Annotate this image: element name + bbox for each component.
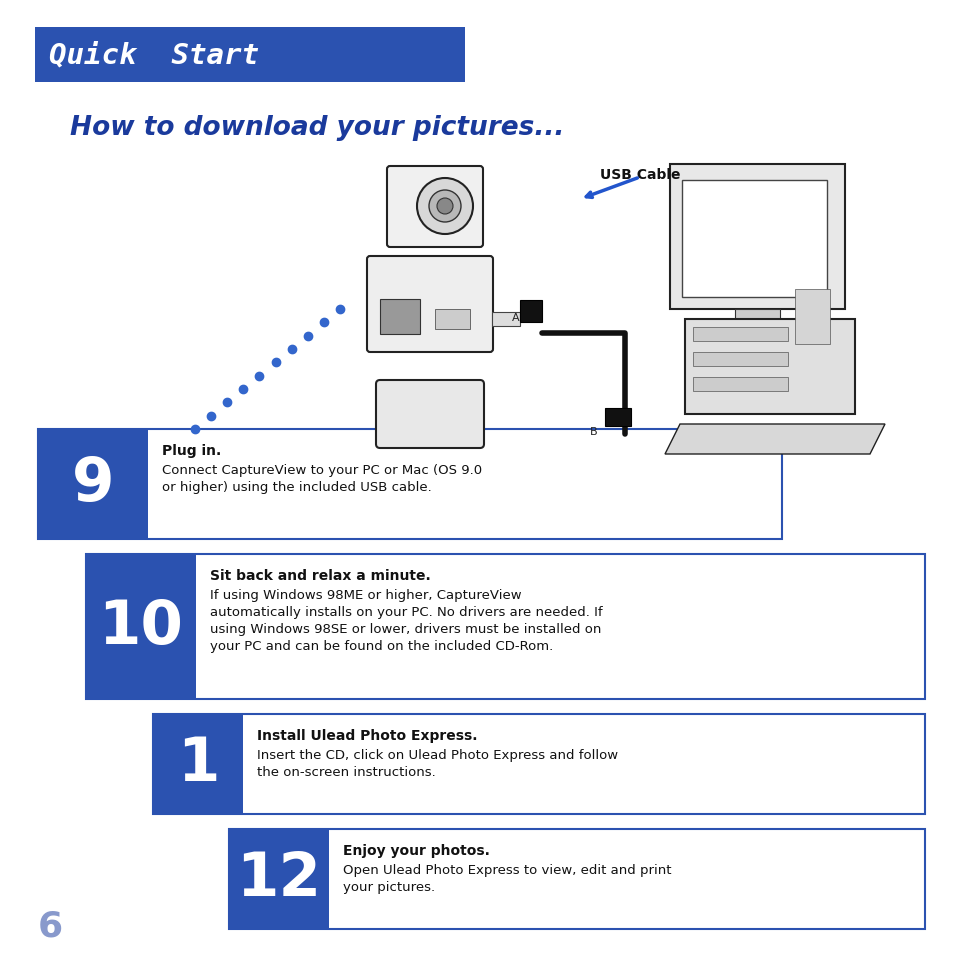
Bar: [692, 377, 787, 392]
Bar: [714, 324, 800, 332]
Text: 9: 9: [71, 455, 114, 514]
Bar: [669, 165, 844, 310]
Text: If using Windows 98ME or higher, CaptureView
automatically installs on your PC. : If using Windows 98ME or higher, Capture…: [210, 588, 601, 652]
Bar: [86, 555, 195, 700]
Bar: [692, 328, 787, 341]
Polygon shape: [664, 424, 884, 455]
Text: 1: 1: [176, 735, 219, 794]
FancyBboxPatch shape: [367, 256, 493, 353]
Text: Enjoy your photos.: Enjoy your photos.: [343, 843, 490, 857]
Bar: [379, 299, 419, 335]
Bar: [229, 829, 924, 929]
Bar: [38, 430, 148, 539]
Text: 10: 10: [98, 598, 183, 657]
Text: Quick  Start: Quick Start: [49, 42, 258, 70]
Circle shape: [436, 199, 453, 214]
Text: 6: 6: [38, 909, 63, 943]
Text: B: B: [589, 427, 597, 436]
Text: Insert the CD, click on Ulead Photo Express and follow
the on-screen instruction: Insert the CD, click on Ulead Photo Expr…: [257, 748, 618, 779]
Bar: [734, 310, 780, 322]
Bar: [435, 310, 470, 330]
Bar: [519, 301, 541, 323]
Text: USB Cable: USB Cable: [599, 168, 679, 182]
Text: A: A: [512, 313, 519, 323]
Text: 12: 12: [236, 850, 321, 908]
Bar: [794, 290, 829, 345]
Bar: [152, 714, 243, 814]
FancyBboxPatch shape: [387, 167, 482, 248]
Text: Sit back and relax a minute.: Sit back and relax a minute.: [210, 568, 430, 582]
Text: Plug in.: Plug in.: [162, 443, 221, 457]
Text: Install Ulead Photo Express.: Install Ulead Photo Express.: [257, 728, 477, 742]
Text: How to download your pictures...: How to download your pictures...: [70, 115, 564, 141]
Bar: [35, 28, 464, 83]
Bar: [86, 555, 924, 700]
Bar: [692, 353, 787, 367]
Bar: [684, 319, 854, 415]
Text: Connect CaptureView to your PC or Mac (OS 9.0
or higher) using the included USB : Connect CaptureView to your PC or Mac (O…: [162, 463, 481, 494]
Bar: [681, 181, 826, 297]
Circle shape: [416, 179, 473, 234]
Bar: [492, 313, 519, 327]
Bar: [38, 430, 781, 539]
Bar: [604, 409, 630, 427]
Bar: [152, 714, 924, 814]
Text: Open Ulead Photo Express to view, edit and print
your pictures.: Open Ulead Photo Express to view, edit a…: [343, 863, 671, 893]
Circle shape: [429, 191, 460, 223]
Bar: [229, 829, 329, 929]
FancyBboxPatch shape: [375, 380, 483, 449]
